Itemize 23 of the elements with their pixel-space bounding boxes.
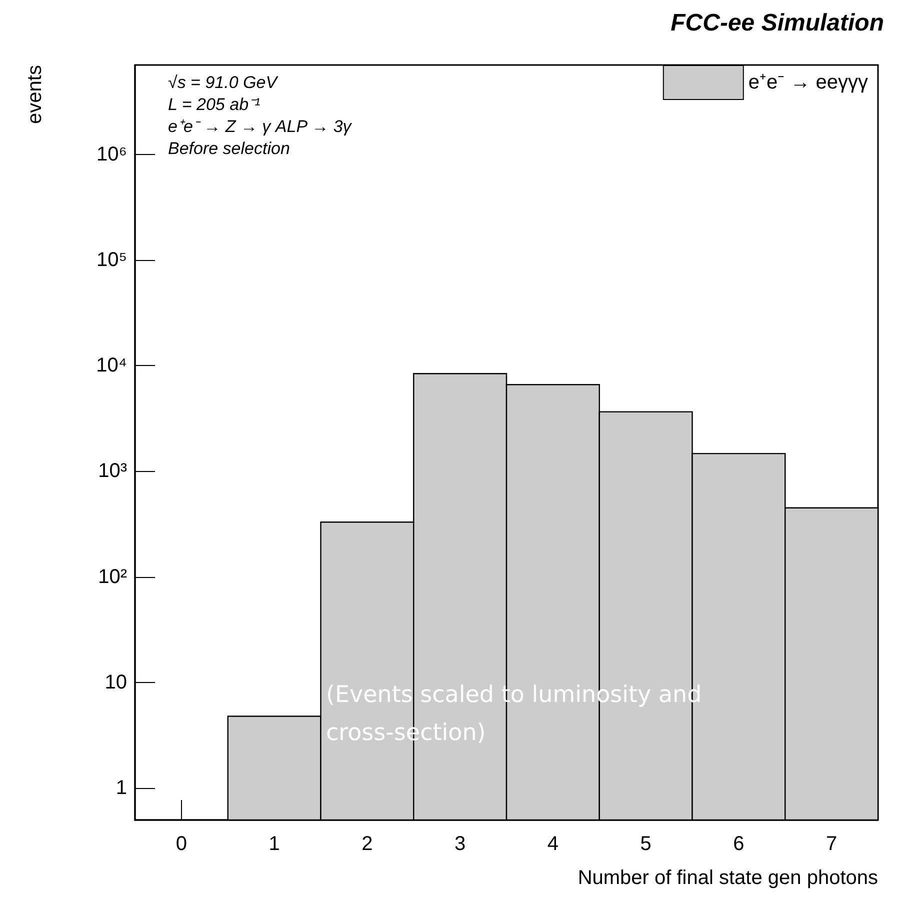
legend-label: e⁺e⁻ → eeγγγ <box>748 72 868 94</box>
x-tick-label: 6 <box>733 833 744 855</box>
x-axis-title: Number of final state gen photons <box>578 867 878 889</box>
x-tick-label: 3 <box>454 833 466 855</box>
chart-title: FCC-ee Simulation <box>670 10 884 36</box>
x-tick-label: 7 <box>826 833 838 855</box>
annotation: L = 205 ab⁻¹ <box>168 95 261 114</box>
x-tick-label: 0 <box>176 833 187 855</box>
y-tick-label: 10 <box>104 672 127 694</box>
y-tick-label: 10³ <box>98 460 128 482</box>
annotation: √s = 91.0 GeV <box>168 73 279 92</box>
x-tick-label: 2 <box>362 833 373 855</box>
x-tick-label: 4 <box>547 833 558 855</box>
annotation: Before selection <box>168 139 290 158</box>
y-tick-label: 1 <box>116 777 127 800</box>
x-tick-label: 1 <box>268 833 280 855</box>
y-tick-label: 10⁶ <box>96 143 127 166</box>
y-tick-label: 10⁵ <box>96 248 127 271</box>
y-tick-label: 10² <box>98 566 128 588</box>
x-tick-label: 5 <box>640 833 652 855</box>
y-tick-label: 10⁴ <box>96 354 127 377</box>
y-axis-title: events <box>24 65 46 124</box>
annotation: e⁺e⁻ → Z → γ ALP → 3γ <box>168 117 353 136</box>
